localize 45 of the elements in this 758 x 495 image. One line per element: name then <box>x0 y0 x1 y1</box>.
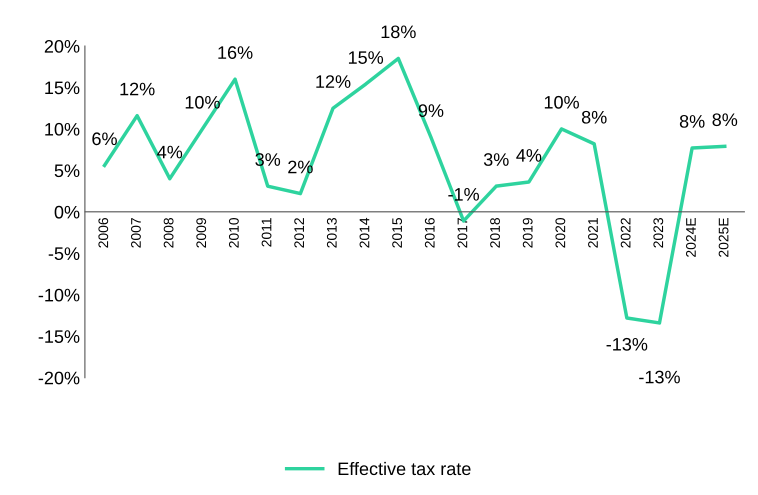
x-tick-label: 2025E <box>718 218 728 257</box>
y-tick-label: -15% <box>38 330 80 343</box>
data-label: 16% <box>218 46 252 59</box>
x-tick-label: 2017 <box>457 218 468 248</box>
x-tick-label: 2019 <box>522 218 533 248</box>
data-label: 12% <box>120 82 155 96</box>
data-label: 4% <box>516 149 542 162</box>
x-tick-label: 2022 <box>620 218 631 248</box>
x-tick-label: 2010 <box>228 218 239 248</box>
y-tick-label: 10% <box>45 122 80 136</box>
y-tick-label: -10% <box>38 288 80 302</box>
x-tick-label: 2021 <box>588 218 598 248</box>
x-tick-label: 2012 <box>294 218 304 248</box>
x-tick-label: 2014 <box>360 218 370 248</box>
data-label: 12% <box>316 75 350 88</box>
data-label: 6% <box>92 132 117 146</box>
x-tick-label: 2020 <box>555 218 566 248</box>
x-tick-label: 2007 <box>131 218 141 248</box>
y-tick-label: 0% <box>54 206 80 219</box>
y-tick-label: -20% <box>38 372 80 384</box>
x-tick-label: 2023 <box>653 218 664 248</box>
x-tick-label: 2024E <box>686 218 696 257</box>
data-label: 3% <box>484 153 509 166</box>
x-tick-label: 2008 <box>164 218 174 248</box>
y-tick-label: 20% <box>44 40 80 53</box>
y-tick-label: -5% <box>48 247 80 260</box>
y-tick-label: 5% <box>54 164 80 178</box>
data-label: 10% <box>544 96 579 109</box>
y-tick-label: 15% <box>45 82 80 94</box>
x-tick-label: 2018 <box>490 218 500 248</box>
x-tick-label: 2013 <box>326 218 337 248</box>
x-tick-label: 2016 <box>424 218 435 248</box>
data-label: -13% <box>639 370 680 384</box>
x-tick-label: 2006 <box>98 218 108 248</box>
x-tick-label: 2011 <box>262 218 272 247</box>
data-label: 8% <box>712 113 738 126</box>
x-tick-label: 2009 <box>196 218 206 248</box>
data-label: 8% <box>582 110 607 124</box>
legend-label: Effective tax rate <box>338 462 471 476</box>
data-label: 4% <box>157 146 182 158</box>
x-tick-label: 2015 <box>392 218 402 248</box>
data-label: 15% <box>348 51 384 64</box>
data-label: 18% <box>382 25 416 38</box>
data-label: 8% <box>680 114 705 128</box>
data-label: -13% <box>606 338 648 351</box>
